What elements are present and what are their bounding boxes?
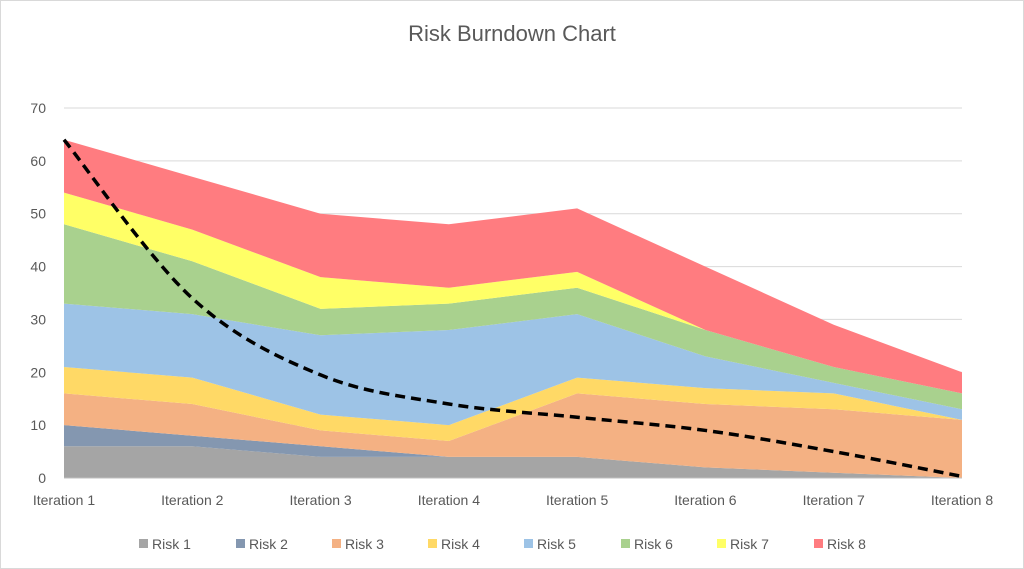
x-tick-label: Iteration 5 [546,492,608,508]
trendline-layer [62,138,963,479]
stacked-areas [64,139,962,478]
legend-swatch [621,539,630,548]
area-risk-4 [64,367,962,441]
y-tick-label: 0 [38,470,46,486]
x-tick-label: Iteration 4 [418,492,480,508]
x-tick-label: Iteration 3 [289,492,351,508]
trendline [62,138,963,479]
area-risk-3 [64,393,962,478]
y-tick-label: 50 [30,206,46,222]
x-tick-label: Iteration 7 [803,492,865,508]
legend-label: Risk 5 [537,536,576,552]
x-tick-label: Iteration 2 [161,492,223,508]
legend: Risk 1 Risk 2 Risk 3 Risk 4 Risk 5 Risk 6 Risk… [139,536,866,552]
legend-swatch [139,539,148,548]
area-risk-8 [64,139,962,394]
legend-swatch [236,539,245,548]
y-tick-label: 30 [30,311,46,327]
y-tick-label: 70 [30,100,46,116]
legend-item-risk-2: Risk 2 [236,536,288,552]
legend-label: Risk 3 [345,536,384,552]
legend-item-risk-3: Risk 3 [332,536,384,552]
legend-item-risk-4: Risk 4 [428,536,480,552]
legend-label: Risk 8 [827,536,866,552]
y-tick-label: 20 [30,364,46,380]
legend-swatch [428,539,437,548]
legend-swatch [524,539,533,548]
x-tick-label: Iteration 1 [33,492,95,508]
x-axis: Iteration 1 Iteration 2 Iteration 3 Iterati… [33,477,993,508]
area-risk-6 [64,224,962,410]
legend-swatch [332,539,341,548]
chart-title: Risk Burndown Chart [408,21,616,46]
legend-label: Risk 6 [634,536,673,552]
legend-label: Risk 4 [441,536,480,552]
legend-label: Risk 2 [249,536,288,552]
legend-label: Risk 7 [730,536,769,552]
area-risk-7 [64,192,962,394]
area-risk-5 [64,303,962,426]
x-tick-label: Iteration 8 [931,492,993,508]
y-tick-label: 40 [30,259,46,275]
legend-item-risk-5: Risk 5 [524,536,576,552]
y-axis: 0 10 20 30 40 50 60 70 [30,100,46,486]
legend-item-risk-6: Risk 6 [621,536,673,552]
area-risk-1 [64,446,962,478]
legend-item-risk-1: Risk 1 [139,536,191,552]
legend-item-risk-8: Risk 8 [814,536,866,552]
legend-swatch [717,539,726,548]
x-tick-label: Iteration 6 [674,492,736,508]
legend-label: Risk 1 [152,536,191,552]
y-tick-label: 60 [30,153,46,169]
legend-swatch [814,539,823,548]
y-tick-label: 10 [30,417,46,433]
legend-item-risk-7: Risk 7 [717,536,769,552]
